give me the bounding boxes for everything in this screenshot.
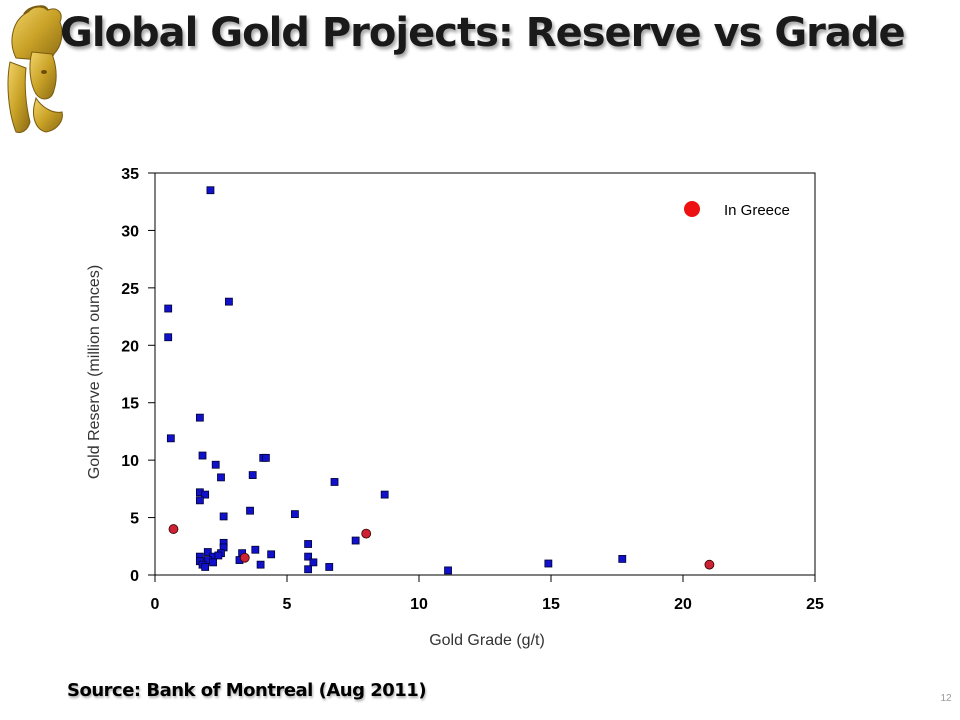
data-point-global: [256, 560, 265, 569]
data-point-global: [330, 478, 339, 486]
tick-layer: 0 5 10 15 20 25 0 5 10 15 20 25 30 35: [121, 166, 824, 613]
x-tick-label: 25: [806, 596, 824, 613]
x-tick-label: 20: [674, 596, 692, 613]
data-point-global: [267, 550, 276, 559]
data-point-global: [309, 558, 318, 567]
slide-title: Global Gold Projects: Reserve vs Grade: [60, 10, 906, 56]
y-tick-label: 20: [121, 338, 139, 355]
data-point-global: [251, 545, 260, 554]
x-tick-label: 15: [542, 596, 560, 613]
y-tick-label: 25: [121, 281, 139, 298]
data-point-global: [304, 540, 313, 548]
data-point-global: [164, 333, 173, 342]
data-point-global: [304, 552, 313, 561]
greek-helmet-logo: [7, 5, 63, 133]
data-point-greece: [361, 528, 372, 539]
data-point-global: [380, 490, 389, 499]
data-point-global: [217, 473, 225, 482]
data-point-global: [211, 460, 220, 469]
data-point-greece: [704, 559, 715, 570]
point-layer: [164, 186, 715, 575]
y-tick-label: 5: [130, 511, 139, 528]
data-point-global: [544, 559, 553, 568]
data-point-global: [618, 555, 627, 563]
source-note: Source: Bank of Montreal (Aug 2011): [67, 680, 427, 701]
data-point-global: [195, 413, 204, 422]
data-point-global: [261, 453, 270, 462]
data-point-global: [304, 565, 313, 574]
data-point-global: [214, 551, 223, 560]
data-point-global: [225, 297, 233, 306]
data-point-global: [201, 563, 210, 571]
data-point-greece: [168, 524, 179, 534]
data-point-global: [351, 536, 360, 545]
plot-area: [154, 172, 816, 576]
legend-label-greece: In Greece: [724, 202, 790, 219]
data-point-global: [444, 566, 452, 575]
legend-marker-greece: [684, 201, 700, 217]
data-point-global: [195, 496, 204, 505]
x-tick-label: 0: [151, 596, 160, 613]
legend: In Greece: [684, 201, 790, 219]
y-tick-label: 10: [121, 453, 139, 470]
data-point-global: [164, 304, 173, 313]
y-axis-title: Gold Reserve (million ounces): [86, 265, 103, 479]
x-tick-label: 10: [410, 596, 428, 613]
data-point-global: [203, 548, 212, 556]
data-point-global: [248, 471, 257, 479]
data-point-global: [219, 512, 228, 521]
y-tick-label: 35: [121, 166, 139, 183]
data-point-global: [246, 506, 254, 515]
data-point-global: [325, 563, 334, 571]
data-point-global: [209, 558, 217, 567]
x-tick-label: 5: [283, 596, 292, 613]
data-point-global: [166, 434, 175, 443]
data-point-global: [198, 451, 207, 460]
page-number: 12: [940, 693, 952, 704]
y-tick-label: 30: [121, 223, 139, 240]
x-axis-title: Gold Grade (g/t): [429, 632, 545, 649]
y-tick-label: 0: [130, 568, 139, 585]
data-point-greece: [239, 552, 250, 563]
data-point-global: [291, 510, 299, 519]
y-tick-label: 15: [121, 396, 139, 413]
data-point-global: [206, 186, 215, 195]
data-point-global: [201, 490, 210, 499]
